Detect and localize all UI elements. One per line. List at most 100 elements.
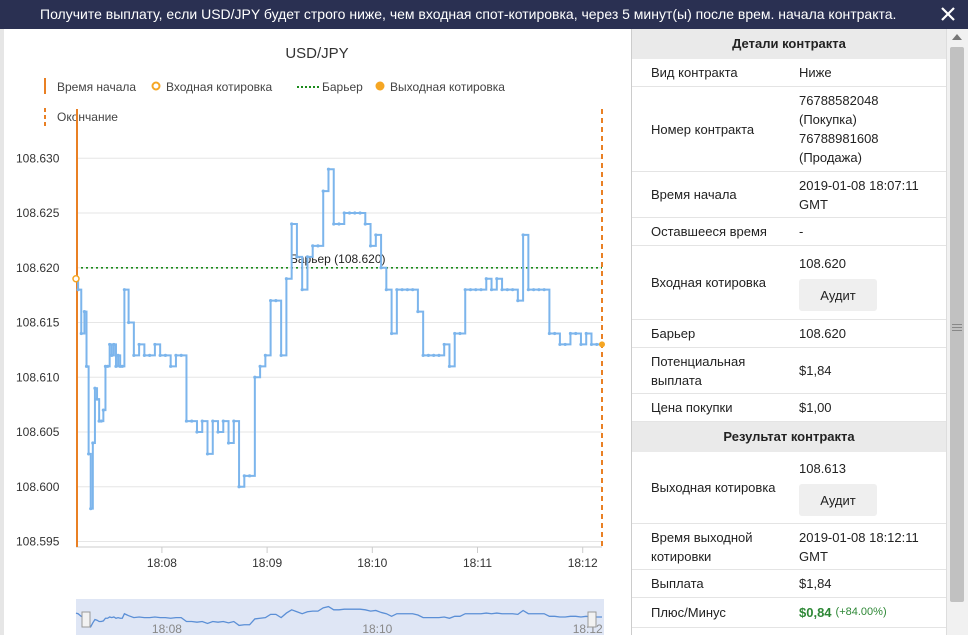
price-point	[242, 474, 246, 478]
price-point	[101, 408, 105, 412]
contract-description-bar: Получите выплату, если USD/JPY будет стр…	[0, 0, 968, 29]
contract-id-buy-note: (Покупка)	[799, 112, 857, 127]
x-tick-label: 18:11	[463, 556, 492, 570]
price-point	[584, 331, 588, 336]
price-point	[347, 211, 352, 215]
start-time-legend-icon	[44, 78, 46, 94]
price-point	[290, 222, 294, 226]
price-point	[358, 211, 362, 215]
legend-start-time: Время начала	[57, 80, 137, 94]
contract-id-label: Номер контракта	[651, 121, 755, 137]
start-time-tz: GMT	[799, 196, 828, 212]
price-point	[311, 244, 315, 248]
price-point	[295, 255, 299, 259]
navigator-handle	[81, 611, 91, 628]
price-point	[484, 277, 488, 281]
row-potential-payout: Потенциальная выплата $1,84	[632, 348, 946, 394]
row-payout: Выплата $1,84	[632, 570, 946, 598]
remaining-time-value: -	[799, 224, 804, 239]
scroll-up-arrow-icon[interactable]	[952, 34, 962, 40]
result-header: Результат контракта	[632, 422, 946, 452]
price-point	[321, 189, 325, 193]
price-point	[326, 167, 331, 171]
y-tick-label: 108.625	[16, 206, 60, 220]
row-purchase-price: Цена покупки $1,00	[632, 394, 946, 422]
price-point	[547, 331, 552, 336]
price-point	[374, 233, 378, 237]
price-point	[442, 342, 446, 347]
price-point	[232, 419, 236, 423]
price-point	[305, 255, 310, 259]
contract-description: Получите выплату, если USD/JPY будет стр…	[40, 6, 897, 22]
legend-barrier: Барьер	[322, 80, 363, 94]
price-point	[505, 288, 509, 292]
price-point	[495, 277, 499, 281]
price-point	[226, 441, 231, 445]
contract-id-sell-note: (Продажа)	[799, 150, 862, 165]
x-tick-label: 18:09	[252, 556, 282, 570]
contract-type-label: Вид контракта	[651, 65, 738, 80]
profit-label: Плюс/Минус	[651, 605, 726, 620]
price-point	[116, 353, 120, 357]
price-point	[332, 222, 336, 226]
price-point	[211, 419, 215, 423]
entry-spot-value: 108.620	[799, 256, 846, 271]
row-exit-spot: Выходная котировка 108.613 Аудит	[632, 452, 946, 524]
price-point	[468, 288, 473, 292]
y-tick-label: 108.620	[16, 261, 60, 275]
price-point	[112, 342, 116, 347]
price-point	[353, 211, 357, 215]
price-point	[453, 331, 457, 336]
price-point	[563, 342, 567, 347]
price-point	[474, 288, 478, 292]
price-point	[200, 419, 204, 423]
price-point	[558, 342, 562, 347]
row-barrier: Барьер 108.620	[632, 320, 946, 348]
price-point	[158, 353, 162, 357]
price-point	[284, 277, 288, 281]
legend-end: Окончание	[57, 110, 118, 124]
close-icon[interactable]	[938, 4, 958, 24]
price-point	[447, 364, 452, 368]
scrollbar-thumb[interactable]	[950, 47, 964, 602]
price-point	[395, 288, 399, 292]
price-point	[110, 353, 114, 357]
price-point	[153, 342, 157, 347]
price-point	[163, 353, 168, 357]
payout-label: Выплата	[651, 576, 704, 591]
price-point	[463, 288, 467, 292]
price-point	[148, 353, 152, 357]
price-point	[479, 288, 483, 292]
details-scrollbar[interactable]	[946, 29, 968, 635]
x-tick-label: 18:08	[147, 556, 177, 570]
x-tick-label: 18:12	[568, 556, 598, 570]
price-point	[93, 386, 97, 390]
row-entry-spot: Входная котировка 108.620 Аудит	[632, 246, 946, 320]
row-remaining-time: Оставшееся время -	[632, 218, 946, 246]
legend-entry-spot: Входная котировка	[166, 80, 273, 94]
legend-exit-spot: Выходная котировка	[390, 80, 505, 94]
chart-navigator[interactable]: 18:08 18:10 18:12	[75, 599, 604, 635]
price-point	[108, 342, 112, 347]
price-point	[384, 288, 388, 292]
price-point	[300, 288, 304, 292]
price-point	[120, 364, 124, 368]
price-chart[interactable]: 108.595 108.600 108.605 108.610 108.615 108.6…	[4, 29, 630, 635]
price-point	[489, 288, 494, 292]
chart-legend: Время начала Входная котировка Барьер Вы…	[4, 29, 630, 129]
end-legend-icon	[44, 108, 46, 126]
entry-audit-button[interactable]: Аудит	[799, 279, 877, 311]
price-point	[379, 266, 383, 270]
price-point	[390, 331, 394, 336]
exit-audit-button[interactable]: Аудит	[799, 484, 877, 516]
purchase-price-value: $1,00	[799, 400, 832, 415]
price-point	[247, 474, 252, 478]
start-time-value: 2019-01-08 18:07:11	[799, 177, 919, 193]
price-point	[510, 288, 515, 292]
navigator-tick-label: 18:10	[362, 622, 392, 635]
price-point	[553, 331, 557, 336]
price-point	[432, 353, 436, 357]
chart-title: USD/JPY	[285, 45, 349, 62]
price-point	[253, 375, 257, 379]
price-point	[521, 233, 525, 237]
